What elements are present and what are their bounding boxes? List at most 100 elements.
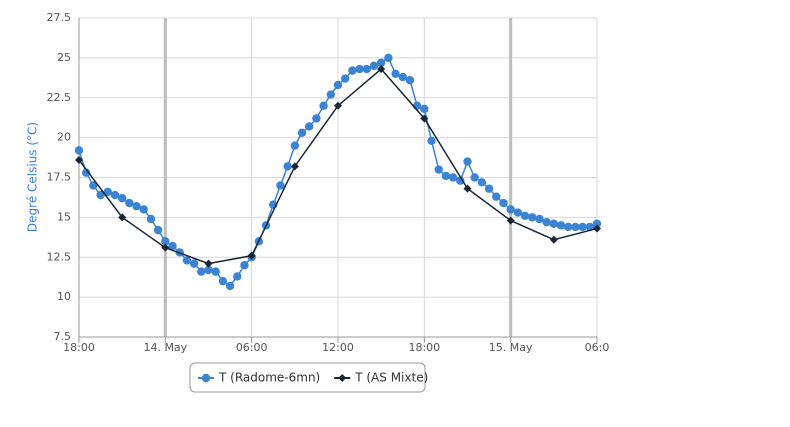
x-tick-label: 18:00 — [63, 341, 95, 354]
y-tick-label: 15 — [57, 210, 71, 223]
point — [520, 211, 530, 220]
point — [74, 146, 84, 155]
point — [578, 222, 587, 232]
point — [204, 259, 213, 268]
legend-label: T (AS Mixte) — [354, 371, 428, 385]
point — [305, 122, 314, 131]
point — [585, 222, 595, 232]
point — [118, 213, 127, 222]
point — [571, 222, 580, 232]
point — [398, 72, 407, 82]
point — [556, 221, 566, 230]
point — [376, 58, 386, 67]
x-tick-label: 06:0 — [585, 341, 610, 354]
y-axis-label: Degré Celsius (°C) — [26, 122, 40, 232]
point — [247, 251, 256, 260]
y-tick-label: 12.5 — [47, 250, 72, 263]
point — [463, 184, 472, 193]
point — [470, 173, 479, 182]
point — [182, 256, 192, 265]
point — [405, 76, 415, 85]
legend: T (Radome-6mn) T (AS Mixte) — [189, 362, 428, 393]
point — [117, 194, 127, 203]
point — [240, 261, 249, 270]
point — [132, 202, 141, 211]
point — [420, 114, 429, 123]
point — [549, 219, 559, 228]
point — [499, 198, 508, 208]
point — [391, 69, 400, 79]
point — [139, 205, 148, 214]
point — [355, 64, 364, 74]
point — [283, 162, 292, 171]
y-tick-label: 27.5 — [47, 11, 72, 24]
point — [528, 213, 537, 222]
point — [153, 225, 163, 235]
point — [592, 219, 602, 228]
point — [477, 178, 487, 187]
x-tick-label: 06:00 — [236, 341, 268, 354]
point — [290, 162, 299, 171]
point — [161, 243, 170, 252]
point — [75, 155, 83, 164]
point — [276, 181, 285, 190]
point — [290, 141, 300, 150]
point — [463, 157, 472, 166]
point — [506, 205, 515, 214]
point — [96, 190, 105, 200]
point — [434, 165, 443, 174]
point — [484, 184, 494, 193]
point — [441, 171, 451, 181]
point — [340, 74, 350, 83]
point — [312, 114, 321, 123]
point — [333, 80, 343, 90]
point — [81, 168, 91, 177]
point — [549, 235, 558, 244]
legend-marker — [201, 373, 211, 383]
point — [168, 241, 177, 251]
point — [89, 181, 98, 190]
x-tick-label: 14. May — [143, 341, 187, 354]
point — [334, 101, 342, 110]
point — [125, 198, 134, 208]
point — [564, 222, 573, 232]
point — [103, 187, 112, 197]
y-tick-label: 22.5 — [47, 91, 72, 104]
point — [456, 176, 465, 185]
point — [326, 90, 336, 99]
point — [377, 65, 386, 74]
point — [535, 214, 544, 224]
x-tick-label: 18:00 — [408, 341, 440, 354]
point — [146, 214, 156, 224]
x-tick-label: 12:00 — [322, 341, 354, 354]
point — [427, 136, 436, 146]
point — [211, 267, 220, 276]
point — [233, 272, 242, 281]
point — [197, 267, 206, 276]
point — [384, 53, 393, 63]
point — [448, 173, 458, 182]
legend-label: T (Radome-6mn) — [218, 371, 320, 385]
x-tick-label: 15. May — [489, 341, 533, 354]
point — [542, 217, 551, 227]
point — [369, 61, 379, 71]
legend-marker — [338, 374, 347, 382]
point — [492, 192, 501, 201]
point — [593, 224, 601, 233]
point — [513, 208, 523, 217]
point — [319, 101, 328, 110]
point — [362, 64, 371, 74]
point — [348, 66, 357, 75]
point — [420, 104, 429, 114]
point — [110, 190, 120, 200]
point — [506, 216, 515, 225]
y-tick-label: 20 — [57, 131, 71, 144]
y-tick-label: 10 — [57, 290, 71, 303]
point — [218, 276, 228, 286]
point — [412, 101, 422, 110]
legend-box — [189, 362, 426, 393]
point — [225, 281, 235, 291]
point — [204, 265, 213, 275]
point — [161, 237, 170, 246]
